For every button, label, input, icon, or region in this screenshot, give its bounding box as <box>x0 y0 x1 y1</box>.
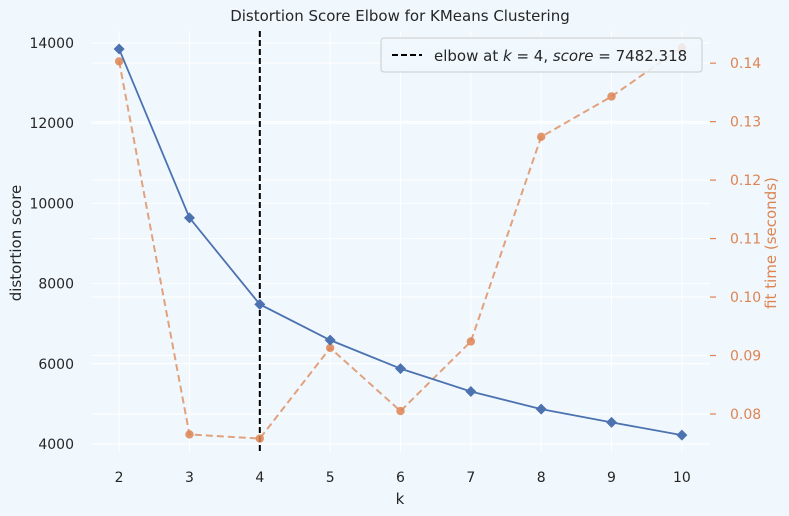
y2-tick-label: 0.10 <box>730 290 761 306</box>
distortion-point <box>324 334 336 346</box>
y2-tick-label: 0.14 <box>730 56 761 72</box>
y2-tick-label: 0.08 <box>730 407 761 423</box>
x-axis-label: k <box>396 490 405 508</box>
fit-time-point <box>536 132 546 142</box>
x-tick-label: 5 <box>326 470 335 486</box>
y2-tick-label: 0.09 <box>730 349 761 365</box>
fit-time-point <box>185 430 194 439</box>
x-tick-label: 10 <box>673 470 691 486</box>
grid <box>91 31 710 452</box>
distortion-point <box>395 363 406 375</box>
y-tick-label: 14000 <box>29 36 74 52</box>
y2-tick-label: 0.13 <box>730 115 761 131</box>
chart-title: Distortion Score Elbow for KMeans Cluste… <box>230 7 570 25</box>
x-tick-label: 2 <box>115 470 124 486</box>
y-axis-label: distortion score <box>7 185 25 302</box>
distortion-point <box>535 403 547 415</box>
x-tick-label: 4 <box>255 470 264 486</box>
fit-time-point <box>325 343 335 353</box>
y-tick-labels: 4000 6000 8000 10000 12000 14000 <box>29 36 74 453</box>
fit-time-point <box>466 337 476 346</box>
y2-axis-label: fit time (seconds) <box>762 177 780 309</box>
x-tick-labels: 2 3 4 5 6 7 8 9 10 <box>115 470 691 486</box>
legend-elbow-label: elbow at k = 4, score = 7482.318 <box>434 47 687 65</box>
x-tick-label: 3 <box>185 470 194 486</box>
distortion-point <box>606 416 618 428</box>
fit-time-point <box>255 434 265 443</box>
x-tick-label: 7 <box>466 470 475 486</box>
legend-k-var: k <box>503 47 513 65</box>
legend-box <box>380 37 703 73</box>
y-tick-label: 4000 <box>38 437 74 453</box>
series-group <box>113 43 688 443</box>
distortion-point <box>113 43 125 55</box>
legend-score-var: score <box>553 47 594 65</box>
distortion-point <box>183 212 195 224</box>
distortion-point <box>254 298 266 310</box>
y-tick-label: 8000 <box>38 277 74 293</box>
y2-tick-labels: 0.08 0.09 0.10 0.11 0.12 0.13 0.14 <box>710 56 761 423</box>
y2-tick-label: 0.12 <box>730 173 761 189</box>
y-tick-label: 10000 <box>29 196 74 212</box>
distortion-point <box>465 385 477 397</box>
fit-time-line <box>118 46 683 440</box>
y-tick-label: 6000 <box>38 357 74 373</box>
x-tick-label: 9 <box>607 470 616 486</box>
fit-time-point <box>607 92 616 101</box>
y2-tick-label: 0.11 <box>730 232 761 248</box>
fit-time-point <box>396 406 405 416</box>
distortion-point <box>676 429 688 441</box>
x-tick-label: 8 <box>537 470 546 486</box>
x-tick-label: 6 <box>396 470 405 486</box>
y-tick-label: 12000 <box>29 116 74 132</box>
fit-time-point <box>114 57 124 66</box>
legend: elbow at k = 4, score = 7482.318 <box>380 37 703 73</box>
